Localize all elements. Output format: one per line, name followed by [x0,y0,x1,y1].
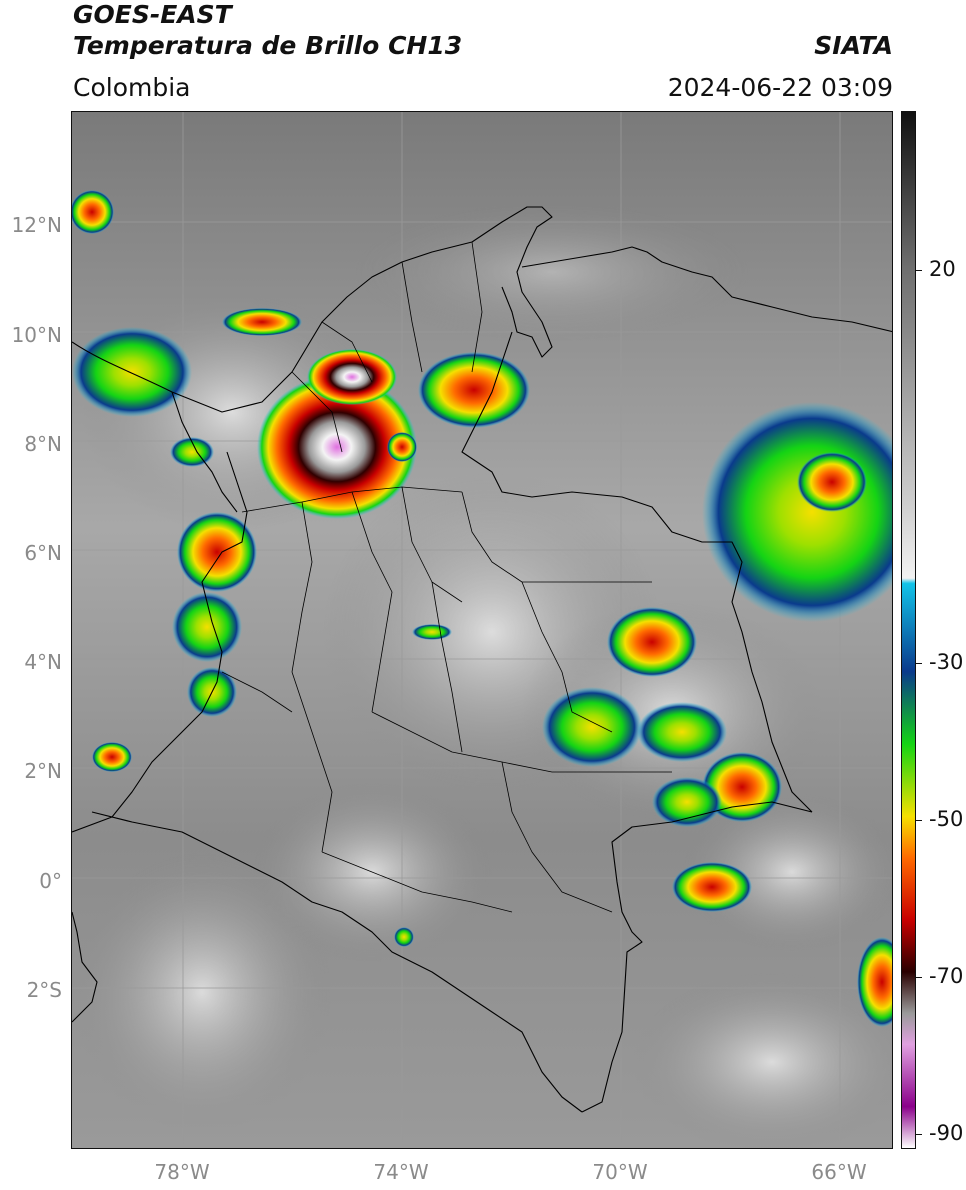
lat-label-10n: 10°N [11,323,62,347]
colorbar-label-20: 20 [929,257,956,281]
lat-label-6n: 6°N [24,541,62,565]
storm-cell-cordoba [307,349,397,405]
border-colombia-peru [91,811,583,1113]
colorbar-label-m70: -70 [929,964,964,988]
coastline-venezuela [521,246,892,333]
map-canvas [72,112,892,1148]
org-label: SIATA [814,31,893,60]
border-colombia-panama [171,391,238,513]
lat-label-2s: 2°S [26,978,62,1002]
region-label: Colombia [73,73,191,102]
lon-label-70w: 70°W [592,1160,648,1184]
colorbar-tick-m30 [916,663,922,664]
storm-cell-antioquia [257,375,417,519]
colorbar-tick-m90 [916,1134,922,1135]
lat-label-0: 0° [39,869,62,893]
temperature-colorbar [901,111,916,1149]
department-lines [221,241,672,913]
colorbar-label-m90: -90 [929,1121,964,1145]
lat-label-4n: 4°N [24,650,62,674]
convective-cells [72,190,892,1027]
brightness-temperature-map [71,111,893,1149]
satellite-title: GOES-EAST [73,0,232,29]
lon-label-66w: 66°W [811,1160,867,1184]
coastline-ecuador-peru [72,911,98,1023]
coastline-caribbean [72,206,553,413]
lon-label-74w: 74°W [373,1160,429,1184]
colorbar-label-m50: -50 [929,807,964,831]
lat-label-12n: 12°N [11,213,62,237]
border-colombia-brazil [581,801,813,1113]
storm-cell-amazonas [672,862,752,912]
lat-label-2n: 2°N [24,759,62,783]
border-colombia-venezuela [461,331,813,813]
colorbar-tick-m70 [916,977,922,978]
colorbar-tick-m50 [916,820,922,821]
datetime-label: 2024-06-22 03:09 [667,73,893,102]
lon-label-78w: 78°W [154,1160,210,1184]
political-boundaries [72,206,892,1113]
storm-cell-choco [177,512,257,592]
lat-label-8n: 8°N [24,432,62,456]
product-title: Temperatura de Brillo CH13 [73,31,463,60]
storm-cell-cesar [418,352,530,428]
coastline-pacific [72,451,248,833]
storm-cell-vichada [607,607,697,677]
colorbar-tick-20 [916,270,922,271]
colorbar-label-m30: -30 [929,650,964,674]
